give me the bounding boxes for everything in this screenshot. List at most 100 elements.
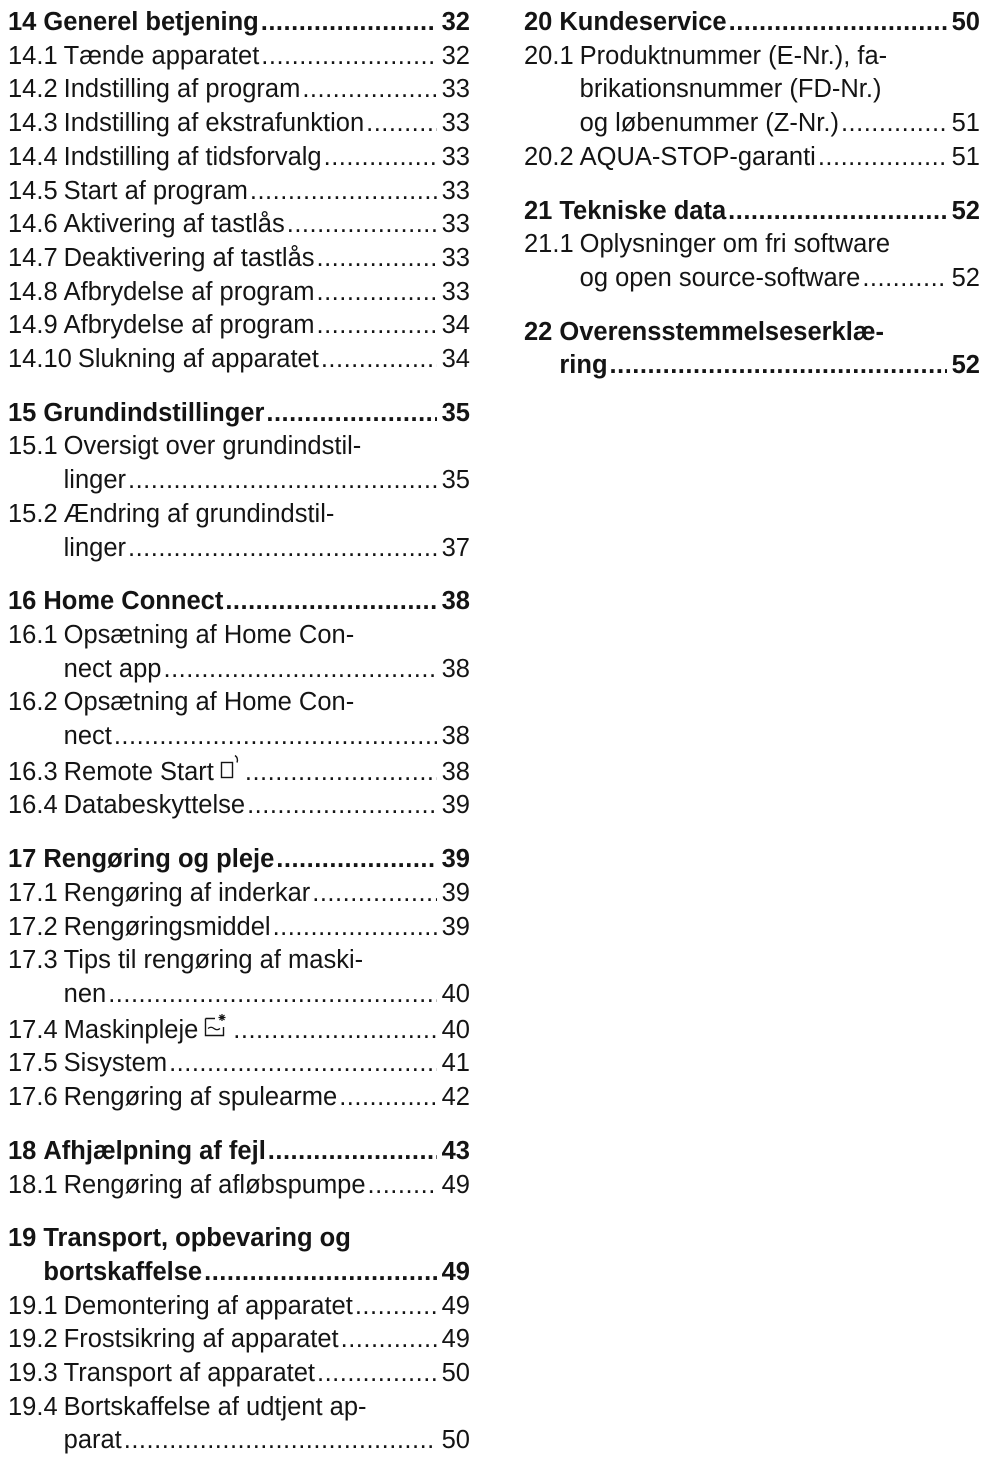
entry-continuation: 15.1linger35	[8, 464, 470, 498]
page-number: 39	[441, 878, 470, 907]
dot-leader	[250, 175, 437, 209]
entry-number: 14.1	[8, 41, 58, 70]
entry-number: 14.5	[8, 176, 58, 205]
page-number: 52	[951, 196, 980, 225]
toc-entry[interactable]: 19.4 Bortskaffelse af udtjent ap-	[8, 1391, 470, 1425]
dot-leader	[108, 978, 437, 1012]
dot-leader	[366, 107, 437, 141]
section-title: Kundeservice	[559, 8, 727, 36]
machine-care-icon	[203, 1012, 231, 1048]
toc-section-heading[interactable]: 22 Overensstemmelseserklæ-	[524, 316, 980, 350]
entry-title-continued: nect	[63, 722, 112, 751]
page-number: 39	[441, 791, 470, 820]
dot-leader	[273, 911, 437, 945]
toc-entry[interactable]: 20.1 Produktnummer (E-Nr.), fa-	[524, 40, 980, 74]
entry-title: Produktnummer (E-Nr.), fa-	[579, 41, 888, 70]
dot-leader	[312, 877, 437, 911]
entry-title: Ændring af grundindstil-	[63, 499, 335, 528]
toc-entry[interactable]: 16.2 Opsætning af Home Con-	[8, 686, 470, 720]
dot-leader	[204, 1256, 437, 1290]
page-number: 52	[951, 351, 980, 380]
entry-title-continued: parat	[63, 1426, 122, 1455]
toc-section-heading[interactable]: 19 Transport, opbevaring og	[8, 1222, 470, 1256]
entry-title: Frostsikring af apparatet	[63, 1325, 339, 1354]
entry-title: Opsætning af Home Con-	[63, 688, 355, 717]
entry-continuation: 19bortskaffelse49	[8, 1256, 470, 1290]
dot-leader	[610, 349, 947, 383]
toc-entry[interactable]: 15.2 Ændring af grundindstil-	[8, 498, 470, 532]
section-number: 14	[8, 8, 37, 36]
toc-entry[interactable]: 15.1 Oversigt over grundindstil-	[8, 430, 470, 464]
toc-entry[interactable]: 16.1 Opsætning af Home Con-	[8, 619, 470, 653]
entry-number: 17.2	[8, 912, 58, 941]
page-number: 50	[441, 1426, 470, 1455]
entry-continuation: 15.2linger37	[8, 532, 470, 566]
entry-continuation: 20.1brikationsnummer (FD-Nr.)	[524, 73, 980, 107]
entry-number: 20.1	[524, 41, 574, 70]
toc-entry[interactable]: 17.3 Tips til rengøring af maski-	[8, 944, 470, 978]
page-number: 38	[441, 722, 470, 751]
section-number: 21	[524, 196, 553, 225]
entry-title: Rengøring af inderkar	[63, 878, 311, 907]
page-number: 32	[441, 8, 470, 36]
section-title: Home Connect	[43, 587, 224, 616]
dot-leader	[247, 789, 437, 823]
section-title: Generel betjening	[43, 8, 259, 36]
entry-title-continued: linger	[63, 466, 127, 495]
dot-leader	[728, 195, 947, 229]
page-number: 50	[441, 1359, 470, 1388]
page-number: 42	[441, 1083, 470, 1112]
section-number: 15	[8, 398, 37, 427]
page-number: 49	[441, 1257, 470, 1286]
entry-title: Rengøringsmiddel	[63, 912, 271, 941]
section-title: Transport, opbevaring og	[43, 1224, 351, 1253]
page-number: 49	[441, 1170, 470, 1199]
entry-title-continued: og open source-software	[579, 263, 861, 292]
section-number: 19	[8, 1224, 37, 1253]
entry-number: 14.8	[8, 277, 58, 306]
dot-leader	[169, 1047, 437, 1081]
toc-entry[interactable]: 21.1 Oplysninger om fri software	[524, 228, 980, 262]
page-number: 33	[441, 142, 470, 171]
entry-continuation: 16.1nect app38	[8, 653, 470, 687]
page-number: 35	[441, 398, 470, 427]
entry-title: Indstilling af tidsforvalg	[63, 142, 322, 171]
entry-number: 21.1	[524, 230, 574, 259]
page-number: 38	[441, 654, 470, 683]
page-number: 38	[441, 757, 470, 786]
